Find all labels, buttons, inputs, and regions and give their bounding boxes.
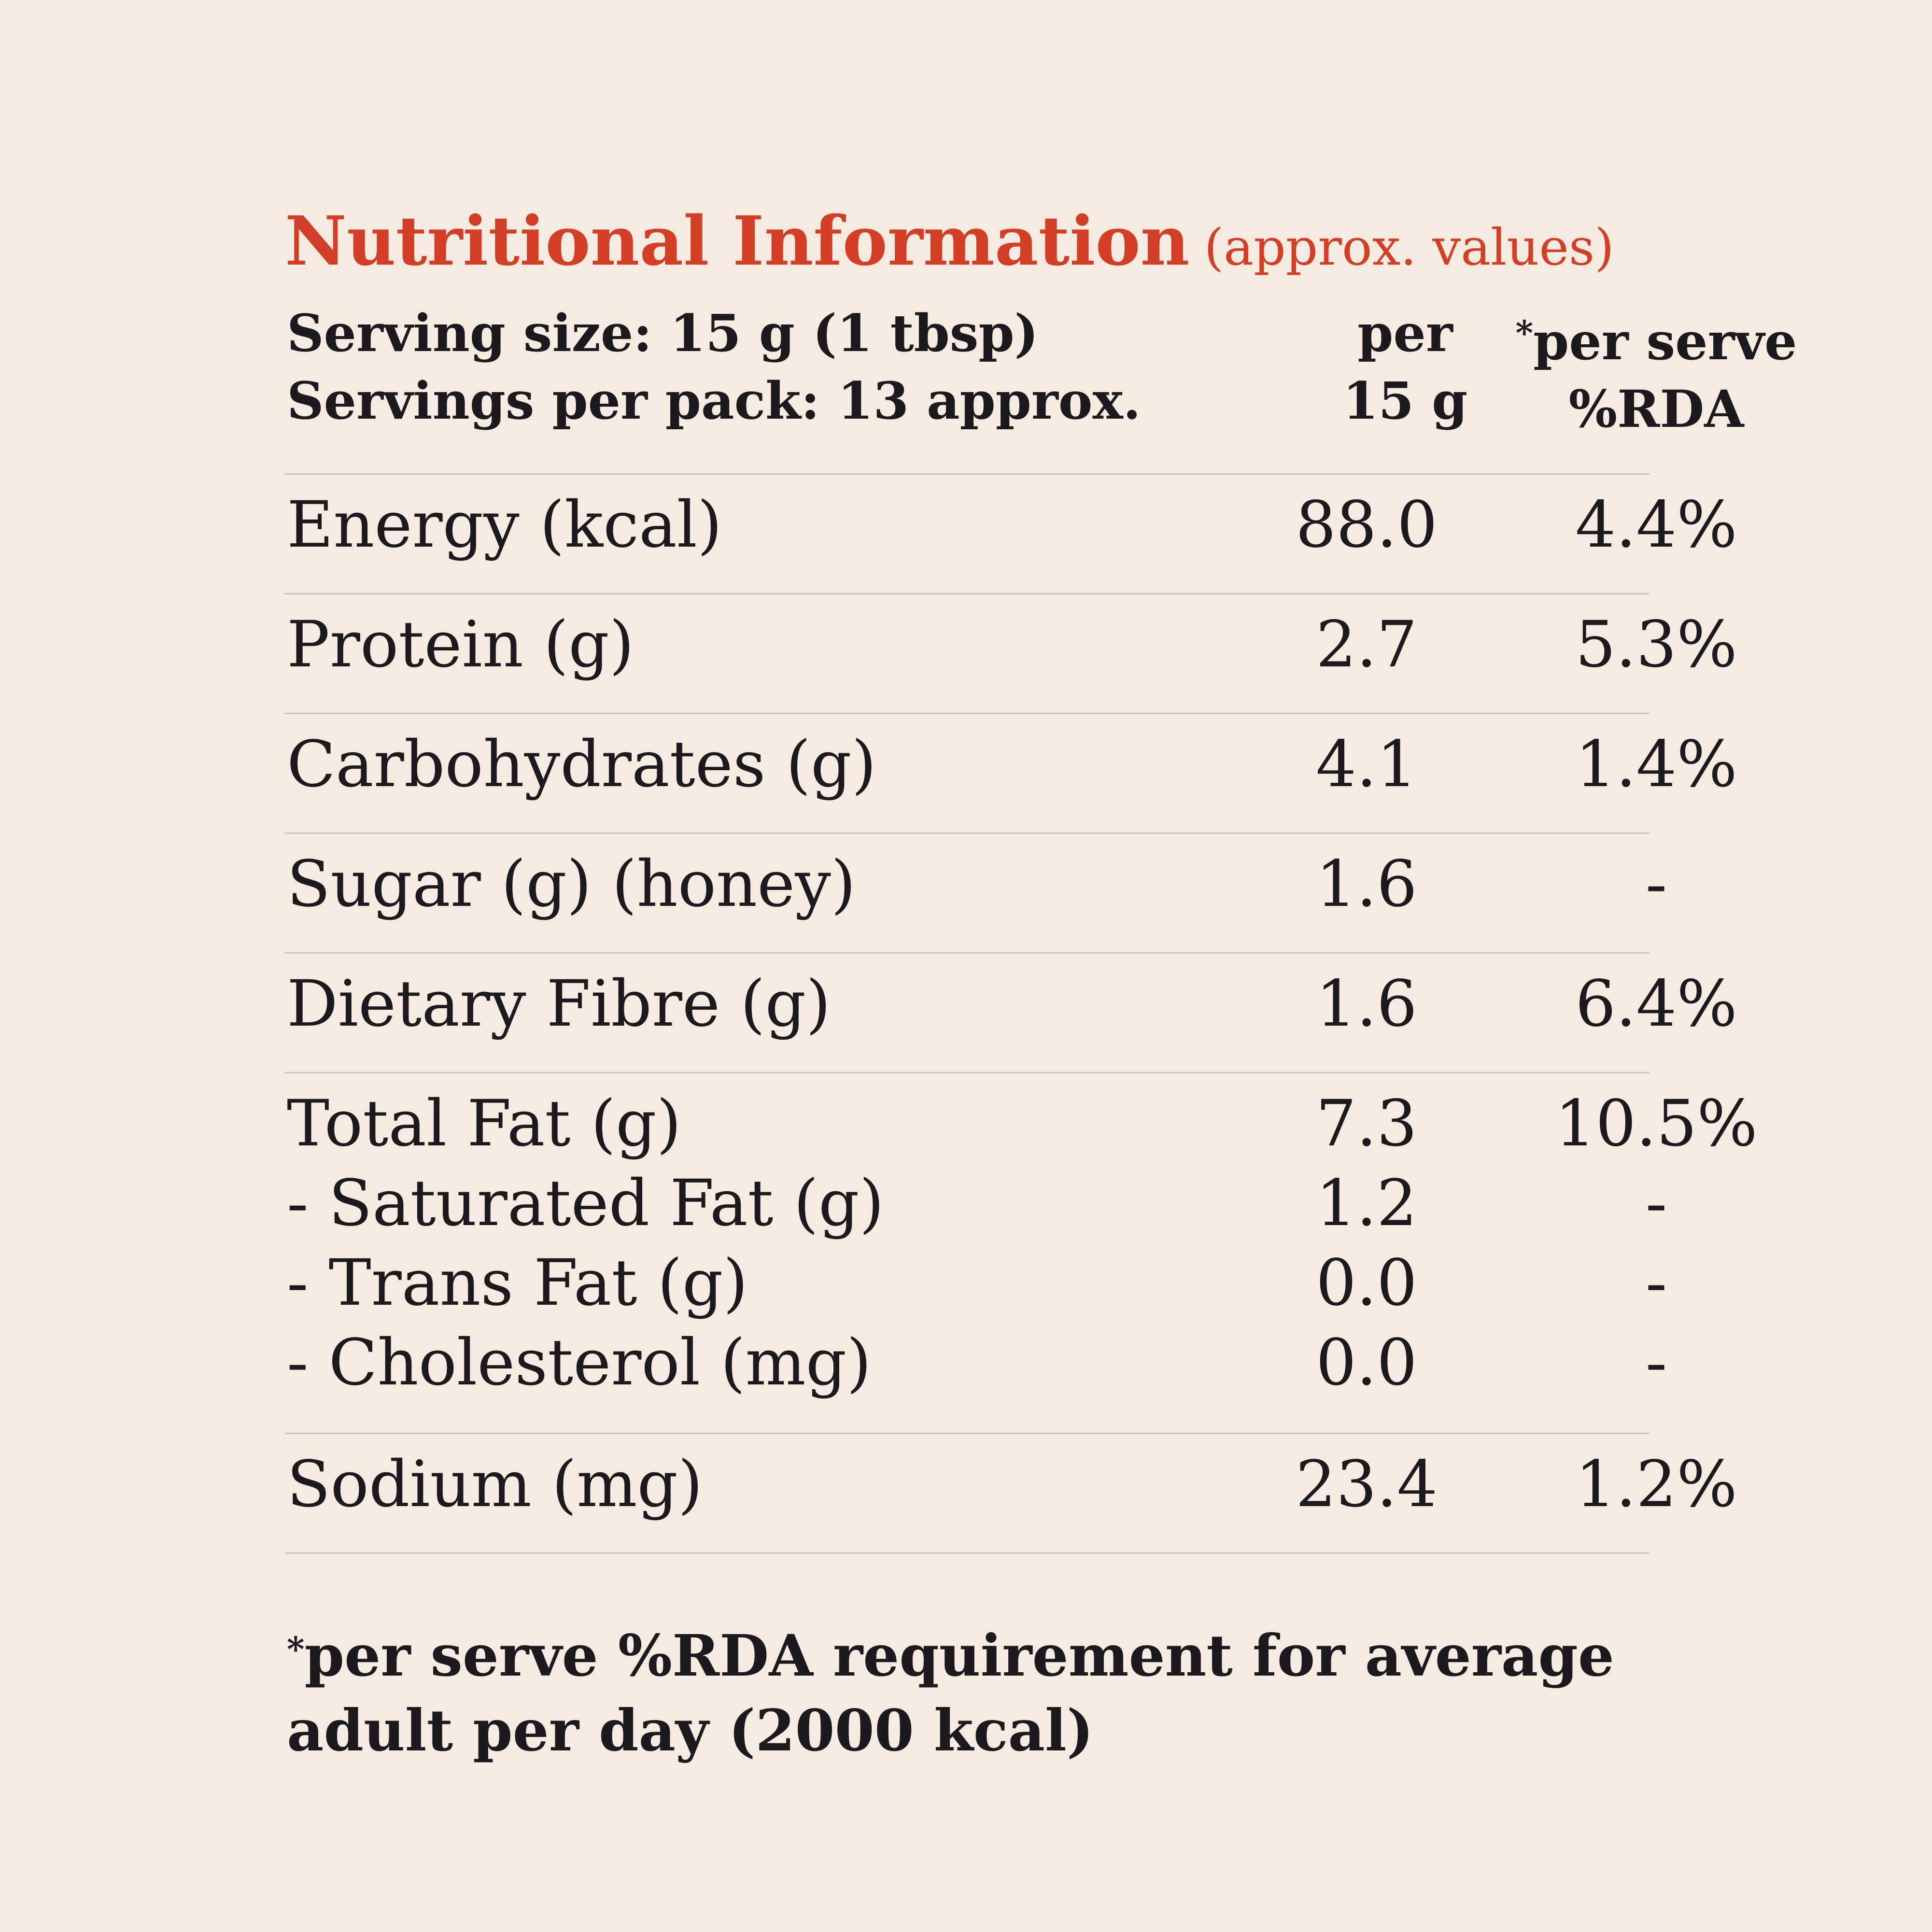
serving-size: Serving size: 15 g (1 tbsp) xyxy=(287,303,1039,363)
value-per-15g: 1.2 xyxy=(1316,1166,1417,1241)
nutrient-name: - Trans Fat (g) xyxy=(287,1246,748,1320)
column-header-rda-line2: %RDA xyxy=(1568,379,1744,439)
nutrient-name: Dietary Fibre (g) xyxy=(287,967,831,1041)
footnote-asterisk: * xyxy=(287,1629,305,1669)
serving-info: Serving size: 15 g (1 tbsp) Servings per… xyxy=(287,299,1141,435)
servings-per-pack: Servings per pack: 13 approx. xyxy=(287,370,1141,431)
value-per-15g: 0.0 xyxy=(1316,1246,1417,1320)
title-row: Nutritional Information (approx. values) xyxy=(285,208,1650,275)
nutrient-name: Carbohydrates (g) xyxy=(287,727,876,802)
table-row: Sugar (g) (honey) 1.6 - xyxy=(285,845,1667,954)
value-per-15g: 88.0 xyxy=(1296,488,1438,562)
nutrient-name: - Cholesterol (mg) xyxy=(287,1326,872,1400)
panel-subtitle: (approx. values) xyxy=(1204,218,1614,277)
table-row-fats: Total Fat (g) 7.3 10.5% - Saturated Fat … xyxy=(285,1084,1758,1434)
table-row: Sodium (mg) 23.4 1.2% xyxy=(285,1445,1737,1554)
value-rda: 5.3% xyxy=(1575,607,1737,682)
footnote-line2: adult per day (2000 kcal) xyxy=(287,1697,1094,1764)
value-rda: 4.4% xyxy=(1575,488,1737,562)
value-rda: - xyxy=(1645,1166,1667,1241)
nutrient-name: Sugar (g) (honey) xyxy=(287,847,856,921)
value-per-15g: 23.4 xyxy=(1296,1447,1438,1522)
column-header-rda: *per serve %RDA xyxy=(1487,299,1825,443)
nutrient-name: - Saturated Fat (g) xyxy=(287,1166,884,1241)
column-header-rda-line1: per serve xyxy=(1533,311,1797,371)
panel-title: Nutritional Information xyxy=(285,202,1190,281)
value-per-15g: 1.6 xyxy=(1316,967,1417,1041)
footnote-line1: per serve %RDA requirement for average xyxy=(304,1622,1614,1689)
column-header-per-line2: 15 g xyxy=(1342,370,1468,431)
nutrient-name: Energy (kcal) xyxy=(287,488,722,562)
value-rda: 1.2% xyxy=(1575,1447,1737,1522)
value-rda: - xyxy=(1645,1246,1667,1320)
table-row: Dietary Fibre (g) 1.6 6.4% xyxy=(285,964,1737,1073)
table-row: Carbohydrates (g) 4.1 1.4% xyxy=(285,725,1737,834)
table-row: Protein (g) 2.7 5.3% xyxy=(285,605,1737,714)
value-per-15g: 1.6 xyxy=(1316,847,1417,921)
table-header: Serving size: 15 g (1 tbsp) Servings per… xyxy=(285,299,1797,473)
column-header-per-15g: per 15 g xyxy=(1284,299,1526,435)
rda-footnote: *per serve %RDA requirement for average … xyxy=(287,1612,1687,1768)
value-rda: 6.4% xyxy=(1575,967,1737,1041)
rda-asterisk: * xyxy=(1515,313,1534,353)
value-rda: 1.4% xyxy=(1575,727,1737,802)
value-rda: 10.5% xyxy=(1555,1086,1758,1161)
value-per-15g: 0.0 xyxy=(1316,1326,1417,1400)
value-per-15g: 2.7 xyxy=(1316,607,1417,682)
value-per-15g: 4.1 xyxy=(1316,727,1417,802)
nutrition-panel: Nutritional Information (approx. values) … xyxy=(285,208,1797,1768)
column-header-per-line1: per xyxy=(1357,303,1453,363)
nutrient-name: Protein (g) xyxy=(287,607,635,682)
value-rda: - xyxy=(1645,1326,1667,1400)
nutrient-name: Sodium (mg) xyxy=(287,1447,703,1522)
table-row: Energy (kcal) 88.0 4.4% xyxy=(285,485,1737,594)
nutrient-name: Total Fat (g) xyxy=(287,1086,682,1161)
value-rda: - xyxy=(1645,847,1667,921)
nutrient-table: Energy (kcal) 88.0 4.4% Protein (g) 2.7 … xyxy=(285,473,1758,1554)
value-per-15g: 7.3 xyxy=(1316,1086,1417,1161)
